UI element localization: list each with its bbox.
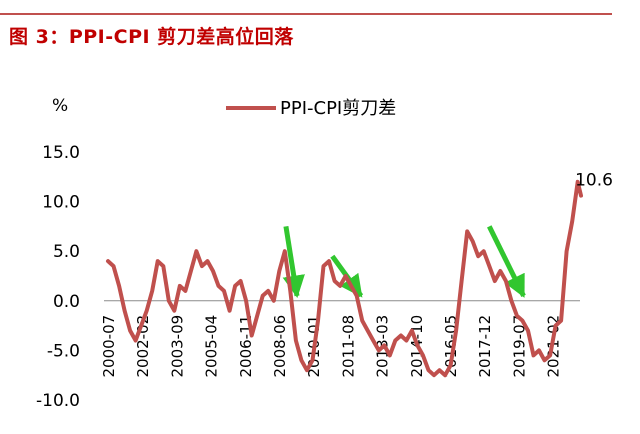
annotations: 10.6: [575, 171, 613, 191]
series-line: [106, 179, 583, 378]
x-tick-label: 2011-08: [339, 315, 357, 378]
y-tick-label: 5.0: [53, 242, 80, 262]
x-tick-label: 2008-06: [271, 315, 289, 378]
x-tick-label: 2000-07: [100, 315, 118, 378]
y-tick-label: 0.0: [53, 292, 80, 312]
legend-label: PPI-CPI剪刀差: [280, 98, 396, 119]
x-tick-label: 2019-07: [510, 315, 528, 378]
title-rule: [0, 13, 612, 15]
x-axis: 2000-07 2002-02 2003-09 2005-04 2006-11 2008-…: [100, 315, 563, 378]
y-axis: 15.0 10.0 5.0 0.0 -5.0 -10.0: [36, 143, 80, 411]
value-annotation: 10.6: [575, 171, 613, 191]
x-tick-label: 2003-09: [168, 315, 186, 378]
y-tick-label: -5.0: [47, 341, 80, 361]
x-tick-label: 2017-12: [476, 315, 494, 378]
x-tick-label: 2005-04: [203, 315, 221, 378]
y-unit-label: %: [52, 96, 68, 116]
trend-arrow: [282, 226, 305, 299]
x-tick-label: 2006-11: [237, 315, 255, 378]
legend: PPI-CPI剪刀差: [226, 98, 396, 119]
chart-title: 图 3：PPI-CPI 剪刀差高位回落: [9, 26, 294, 48]
y-tick-label: 10.0: [42, 193, 80, 213]
y-tick-label: 15.0: [42, 143, 80, 163]
trend-arrow: [487, 225, 526, 298]
y-tick-label: -10.0: [36, 391, 80, 411]
